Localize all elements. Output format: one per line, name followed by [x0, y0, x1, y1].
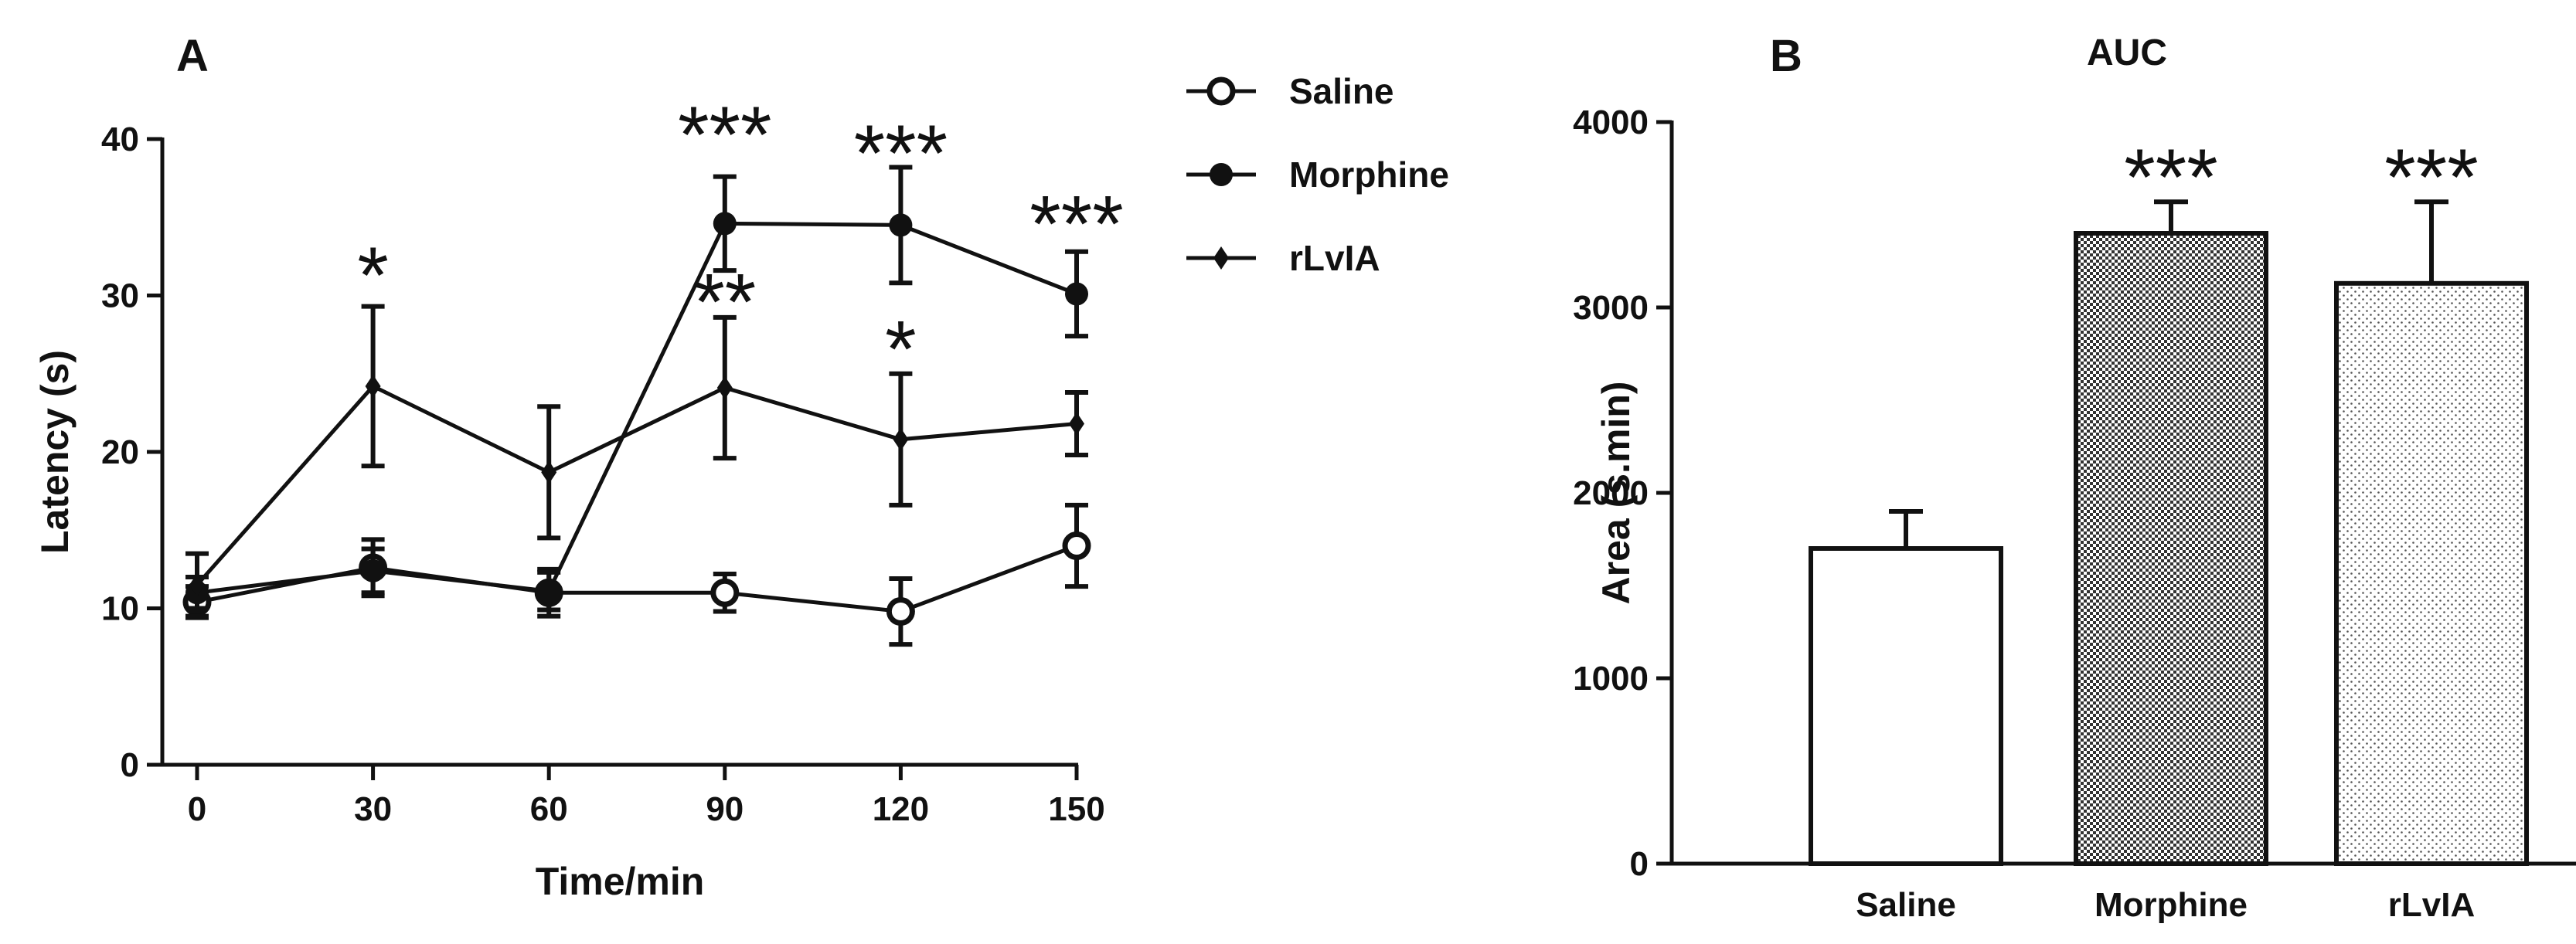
data-point-rlvia [716, 375, 733, 399]
bar-rlvia [2334, 280, 2529, 866]
significance-mark: * [885, 304, 916, 394]
panel-a-axes: 0 10 20 30 40 0 30 60 90 120 150 Time/min Latency (s… [33, 121, 1105, 903]
x-tick-label: Saline [1856, 886, 1956, 924]
y-axis-title: Latency (s) [33, 350, 77, 554]
x-axis-title: Time/min [536, 860, 705, 903]
bar-group-morphine: Morphine [2074, 199, 2268, 924]
y-tick-label: 20 [101, 433, 139, 471]
legend-item-morphine: Morphine [1186, 155, 1449, 195]
panel-a: A 0 10 20 30 40 0 30 60 90 120 150 Time/min Latency … [33, 31, 1449, 903]
series-line-saline [196, 544, 1077, 614]
data-point-rlvia [893, 427, 909, 451]
legend-item-rlvia: rLvIA [1186, 238, 1380, 278]
panel-b: B AUC 0 1000 2000 3000 4000 Area (s.min) Salin… [1573, 31, 2576, 924]
significance-mark: *** [678, 90, 771, 180]
x-tick-label: 150 [1048, 790, 1104, 828]
data-point-rlvia [189, 573, 205, 597]
data-point-saline [886, 597, 915, 627]
panel-a-legend: Saline Morphine rLvIA [1186, 71, 1449, 278]
data-point-morphine [537, 579, 561, 603]
x-tick-label: Morphine [2094, 886, 2248, 924]
legend-marker [1206, 76, 1236, 106]
data-point-saline [1062, 531, 1091, 560]
legend-marker [1210, 163, 1233, 186]
data-point-rlvia [365, 374, 381, 398]
significance-mark: ** [693, 258, 756, 348]
x-tick-label: rLvIA [2388, 886, 2475, 924]
x-tick-label: 120 [873, 790, 929, 828]
y-tick-label: 4000 [1573, 104, 1649, 141]
y-tick-label: 0 [121, 746, 139, 784]
panel-b-annotations: *** *** [2124, 133, 2478, 222]
panel-a-annotations: ************* [357, 90, 1123, 394]
series-morphine [185, 165, 1088, 613]
significance-mark: *** [854, 109, 948, 199]
data-point-morphine [889, 213, 913, 237]
y-tick-label: 40 [101, 121, 139, 158]
x-tick-label: 30 [354, 790, 392, 828]
series-rlvia [185, 304, 1088, 619]
y-tick-label: 2000 [1573, 474, 1649, 512]
data-point-rlvia [541, 460, 557, 484]
chart-title: AUC [2087, 32, 2167, 73]
data-point-morphine [713, 212, 737, 236]
panel-b-label: B [1770, 31, 1802, 81]
bar-group-rlvia: rLvIA [2334, 199, 2529, 924]
bar-saline [1809, 546, 2003, 866]
data-point-rlvia [1069, 412, 1084, 436]
data-point-saline [710, 578, 740, 607]
x-tick-label: 60 [530, 790, 568, 828]
series-line-rlvia [196, 383, 1077, 586]
legend-item-saline: Saline [1186, 71, 1394, 111]
y-tick-label: 0 [1630, 845, 1649, 883]
legend-label: Saline [1289, 71, 1394, 111]
y-tick-label: 10 [101, 590, 139, 628]
y-axis-title: Area (s.min) [1594, 382, 1638, 605]
significance-mark: *** [2124, 133, 2217, 222]
panel-b-bars: Saline Morphine rLvIA [1809, 199, 2529, 924]
significance-mark: *** [2384, 133, 2478, 222]
legend-label: Morphine [1289, 155, 1449, 195]
x-tick-label: 0 [188, 790, 206, 828]
data-point-morphine [1065, 282, 1088, 306]
bar-group-saline: Saline [1809, 509, 2003, 924]
legend-marker [1213, 246, 1229, 270]
y-tick-label: 1000 [1573, 660, 1649, 698]
panel-a-series [182, 165, 1091, 647]
x-tick-label: 90 [706, 790, 744, 828]
significance-mark: *** [1029, 179, 1123, 269]
significance-mark: * [357, 231, 388, 321]
series-saline [182, 502, 1091, 647]
series-line-morphine [196, 221, 1077, 595]
data-point-morphine [361, 559, 385, 582]
y-tick-label: 30 [101, 277, 139, 315]
y-tick-label: 3000 [1573, 289, 1649, 327]
panel-a-label: A [176, 31, 209, 81]
bar-morphine [2074, 231, 2268, 866]
legend-label: rLvIA [1289, 238, 1380, 278]
